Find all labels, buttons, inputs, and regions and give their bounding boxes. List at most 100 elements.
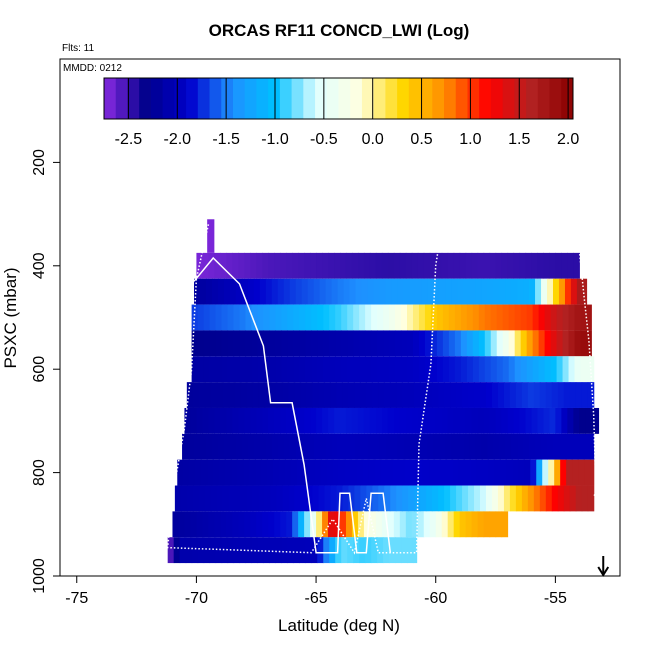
heatmap-cell-700 [316,407,323,434]
heatmap-cell-650 [581,382,589,408]
heatmap-cell-450 [451,278,458,305]
heatmap-cell-750 [325,433,333,460]
heatmap-cell-800 [566,459,573,486]
heatmap-cell-500 [305,304,312,331]
heatmap-cell-900 [465,511,473,538]
heatmap-cell-450 [558,278,566,305]
heatmap-cell-600 [514,356,522,383]
heatmap-cell-850 [234,485,242,512]
heatmap-cell-500 [383,304,390,331]
heatmap-cell-750 [570,433,578,460]
heatmap-cell-700 [238,407,245,434]
x-tick-label: -65 [305,590,328,607]
heatmap-cell-700 [393,407,401,434]
heatmap-cell-750 [211,433,219,460]
heatmap-cell-950 [203,537,211,564]
heatmap-cell-600 [395,356,402,383]
heatmap-cell-700 [501,407,509,434]
heatmap-cell-450 [301,278,309,305]
heatmap-cell-650 [444,382,451,408]
heatmap-cell-800 [332,459,340,486]
heatmap-cell-850 [497,485,505,512]
heatmap-cell-550 [401,330,408,357]
heatmap-cell-600 [305,356,312,383]
colorbar-swatch [373,78,386,119]
heatmap-cell-650 [474,382,481,408]
heatmap-cell-800 [410,459,418,486]
heatmap-cell-650 [402,382,409,408]
colorbar-swatch [209,78,222,119]
heatmap-cell-450 [241,278,249,305]
heatmap-cell-550 [424,330,432,357]
heatmap-cell-500 [574,304,582,331]
colorbar-swatch [361,78,375,119]
heatmap-cell-400 [411,252,419,279]
heatmap-cell-550 [365,330,372,357]
colorbar-swatch [385,78,398,119]
colorbar-swatch [350,78,363,119]
heatmap-cell-450 [211,278,219,305]
heatmap-cell-650 [336,382,343,408]
heatmap-cell-850 [539,485,547,512]
heatmap-cell-450 [379,278,387,305]
heatmap-cell-500 [472,304,480,331]
x-tick-label: -70 [185,590,208,607]
colorbar-tick-labels: -2.5 -2.0 -1.5 -1.0 -0.5 0.0 0.5 1.0 1.5 2.0 [115,131,580,148]
heatmap-cell-600 [544,356,552,383]
heatmap-cell-600 [341,356,348,383]
heatmap-cell-900 [262,511,269,538]
heatmap-cell-800 [464,459,472,486]
latitude-marker [597,556,610,577]
heatmap-cell-700 [190,407,198,434]
colorbar-swatch [303,78,316,119]
heatmap-cell-800 [219,459,226,486]
heatmap-cell-850 [270,485,278,512]
heatmap-cell-850 [318,485,326,512]
heatmap-cell-spike [207,219,215,253]
heatmap-cell-750 [469,433,476,460]
heatmap-cell-400 [573,252,580,279]
heatmap-cell-600 [580,356,588,383]
heatmap-cell-400 [328,252,335,279]
heatmap-cell-600 [478,356,486,383]
heatmap-cell-550 [311,330,318,357]
heatmap-cell-500 [430,304,438,331]
heatmap-cell-400 [310,252,317,279]
heatmap-cell-700 [328,407,335,434]
heatmap-cell-800 [278,459,286,486]
heatmap-cell-400 [393,252,401,279]
heatmap-cell-500 [203,304,211,331]
heatmap-cell-900 [292,511,299,538]
heatmap-cell-500 [395,304,402,331]
heatmap-cell-500 [365,304,372,331]
colorbar-swatch [549,78,562,119]
heatmap-cell-650 [186,382,194,408]
heatmap-cell-600 [496,356,504,383]
heatmap-cell-750 [379,433,387,460]
colorbar-swatch [139,78,152,119]
heatmap-cell-550 [299,330,306,357]
heatmap-cell-650 [354,382,361,408]
heatmap-cell-900 [375,511,383,538]
heatmap-cell-450 [523,278,530,305]
heatmap-cell-800 [470,459,478,486]
heatmap-cell-750 [451,433,458,460]
plot-frame [59,58,621,577]
heatmap-cell-500 [371,304,378,331]
heatmap-cell-500 [436,304,444,331]
heatmap-cell-700 [597,407,600,434]
heatmap-cell-500 [353,304,360,331]
heatmap-cell-550 [568,330,576,357]
heatmap-cell-450 [517,278,524,305]
heatmap-cell-700 [465,407,473,434]
heatmap-cell-450 [421,278,428,305]
heatmap-cell-500 [412,304,420,331]
heatmap-cell-800 [320,459,328,486]
heatmap-cell-650 [503,382,511,408]
heatmap-cell-650 [432,382,439,408]
heatmap-cell-700 [244,407,251,434]
heatmap-cell-900 [387,511,395,538]
heatmap-cell-550 [353,330,360,357]
colorbar-swatch [221,78,234,119]
heatmap-cell-850 [324,485,332,512]
